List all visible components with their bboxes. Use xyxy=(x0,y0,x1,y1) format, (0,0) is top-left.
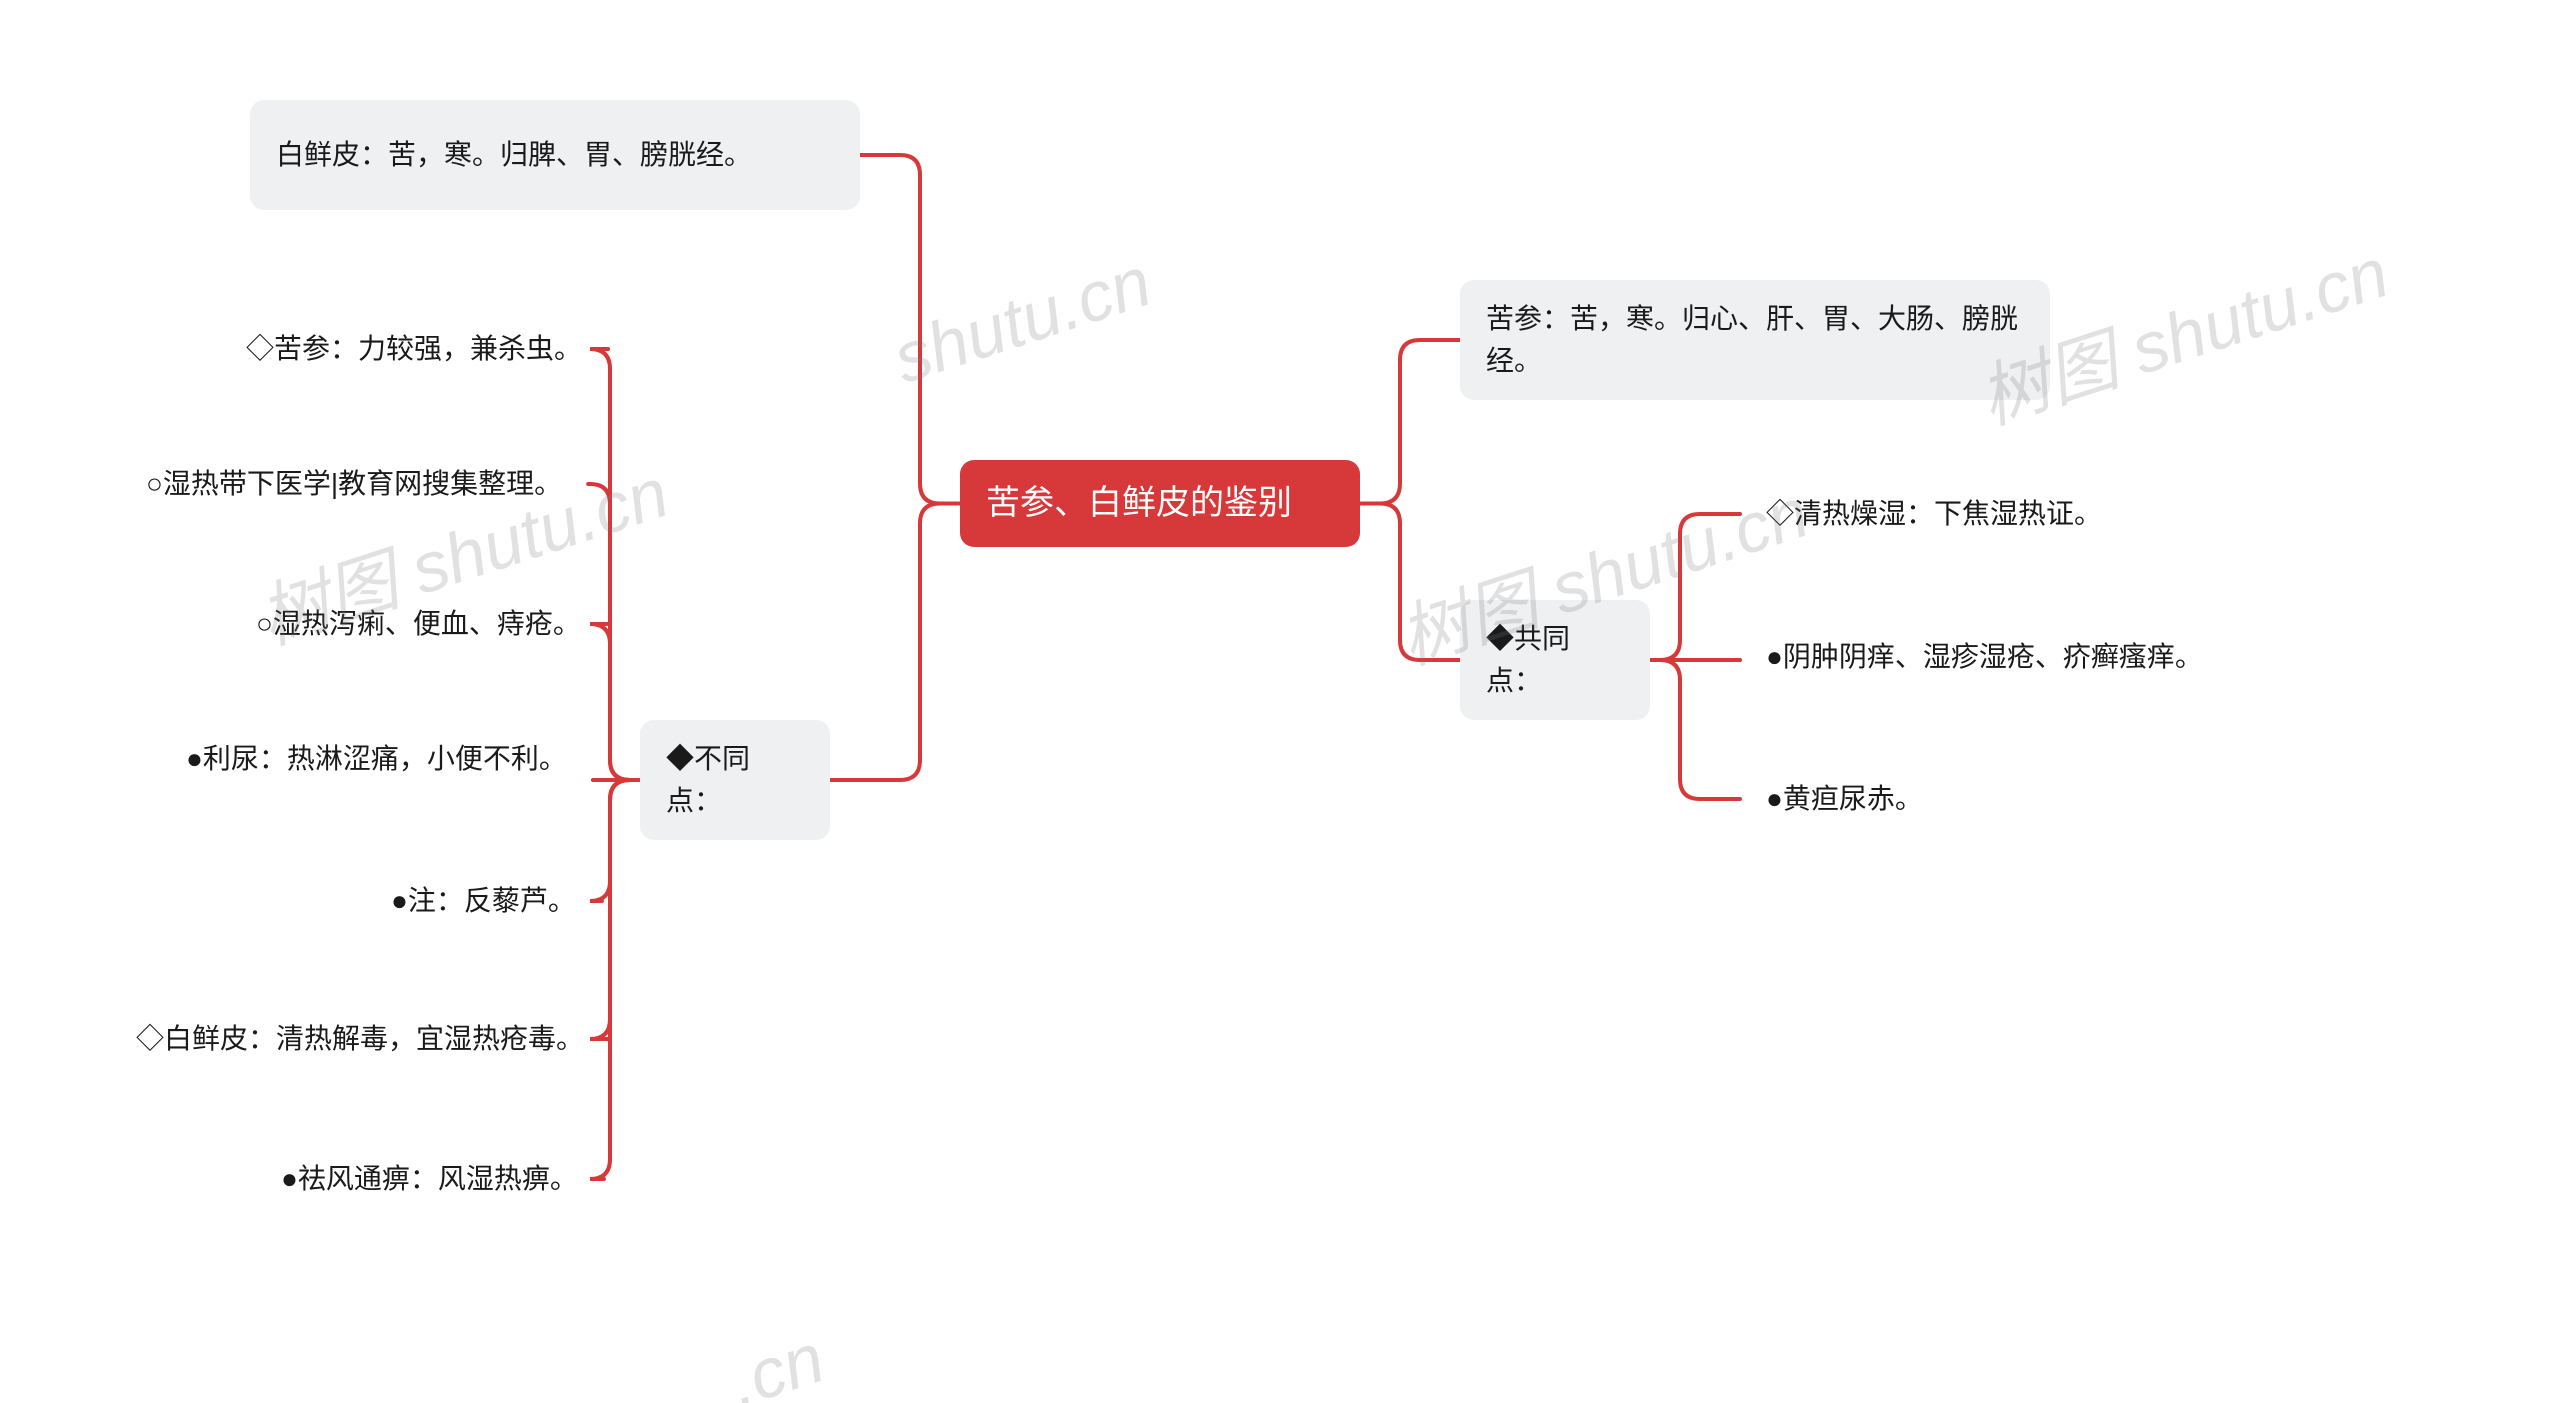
left-top-node: 白鲜皮：苦，寒。归脾、胃、膀胱经。 xyxy=(250,100,860,210)
right-leaf-text-0: ◇清热燥湿：下焦湿热证。 xyxy=(1766,493,2102,535)
left-leaf-0: ◇苦参：力较强，兼杀虫。 xyxy=(220,310,608,388)
left-leaf-2: ○湿热泻痢、便血、痔疮。 xyxy=(230,585,607,663)
left-branch-text: ◆不同点： xyxy=(666,738,804,822)
root-text: 苦参、白鲜皮的鉴别 xyxy=(986,478,1292,529)
left-leaf-text-1: ○湿热带下医学|教育网搜集整理。 xyxy=(146,463,562,505)
left-leaf-3: ●利尿：热淋涩痛，小便不利。 xyxy=(160,720,593,798)
left-leaf-text-2: ○湿热泻痢、便血、痔疮。 xyxy=(256,603,581,645)
right-top-text: 苦参：苦，寒。归心、肝、胃、大肠、膀胱经。 xyxy=(1486,298,2024,382)
right-leaf-text-1: ●阴肿阴痒、湿疹湿疮、疥癣瘙痒。 xyxy=(1766,636,2203,678)
right-leaf-1: ●阴肿阴痒、湿疹湿疮、疥癣瘙痒。 xyxy=(1740,618,2229,696)
left-leaf-text-6: ●祛风通痹：风湿热痹。 xyxy=(281,1158,578,1200)
left-leaf-6: ●祛风通痹：风湿热痹。 xyxy=(255,1140,604,1218)
root-node: 苦参、白鲜皮的鉴别 xyxy=(960,460,1360,547)
left-leaf-text-0: ◇苦参：力较强，兼杀虫。 xyxy=(246,328,582,370)
watermark-4: .cn xyxy=(720,1318,834,1403)
watermark-1: shutu.cn xyxy=(884,241,1160,399)
left-leaf-text-4: ●注：反藜芦。 xyxy=(391,880,576,922)
left-leaf-5: ◇白鲜皮：清热解毒，宜湿热疮毒。 xyxy=(110,1000,610,1078)
right-branch-text: ◆共同点： xyxy=(1486,618,1624,702)
right-top-node: 苦参：苦，寒。归心、肝、胃、大肠、膀胱经。 xyxy=(1460,280,2050,400)
left-leaf-text-5: ◇白鲜皮：清热解毒，宜湿热疮毒。 xyxy=(136,1018,584,1060)
right-leaf-text-2: ●黄疸尿赤。 xyxy=(1766,778,1923,820)
mindmap-canvas: { "colors": { "connector": "#d7393a", "r… xyxy=(0,0,2560,1403)
left-leaf-4: ●注：反藜芦。 xyxy=(365,862,602,940)
right-leaf-2: ●黄疸尿赤。 xyxy=(1740,760,1949,838)
left-leaf-1: ○湿热带下医学|教育网搜集整理。 xyxy=(120,445,588,523)
left-top-text: 白鲜皮：苦，寒。归脾、胃、膀胱经。 xyxy=(276,134,752,176)
right-branch-node: ◆共同点： xyxy=(1460,600,1650,720)
left-branch-node: ◆不同点： xyxy=(640,720,830,840)
left-leaf-text-3: ●利尿：热淋涩痛，小便不利。 xyxy=(186,738,567,780)
right-leaf-0: ◇清热燥湿：下焦湿热证。 xyxy=(1740,475,2128,553)
